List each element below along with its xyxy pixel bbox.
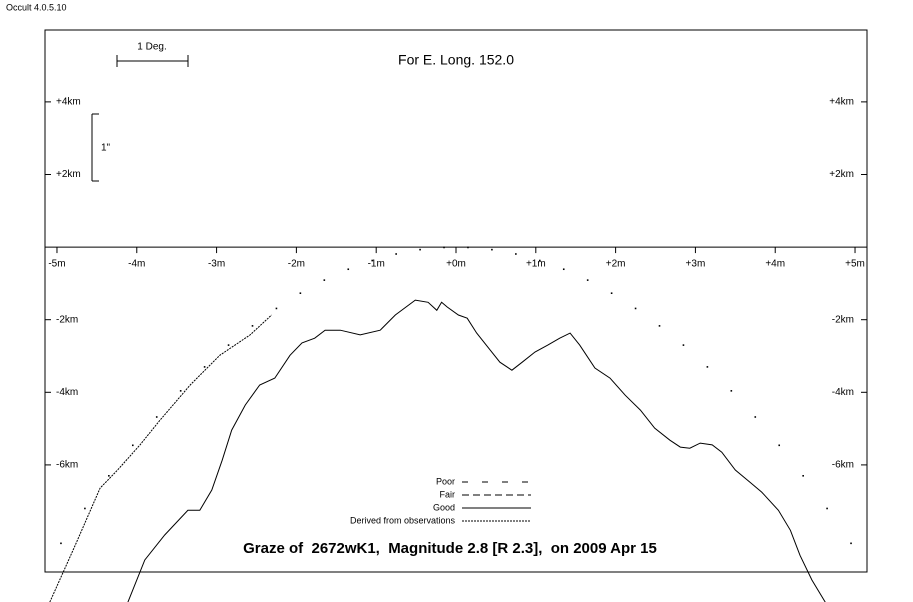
legend-label: Poor (436, 476, 455, 486)
x-tick-label: +5m (845, 259, 865, 270)
limit-dot (515, 253, 517, 255)
limit-dot (682, 344, 685, 346)
scale-y-label: 1" (101, 143, 111, 154)
limit-dot (179, 390, 182, 392)
y-tick-label-right: -6km (832, 460, 854, 471)
x-tick-label: -4m (128, 259, 145, 270)
profile-line (49, 314, 272, 602)
limit-dot (108, 474, 110, 477)
limit-dot (826, 507, 828, 510)
chart-title: Graze of 2672wK1, Magnitude 2.8 [R 2.3],… (243, 540, 657, 557)
limit-dot (395, 253, 397, 255)
scale-x-label: 1 Deg. (137, 42, 166, 53)
x-tick-label: +4m (765, 259, 785, 270)
x-tick-label: +3m (686, 259, 706, 270)
limit-dot (586, 279, 589, 281)
y-tick-label-right: -2km (832, 314, 854, 325)
x-tick-label: -5m (48, 259, 65, 270)
y-tick-label-left: -4km (56, 387, 78, 398)
limit-dot (275, 307, 278, 310)
y-tick-label-left: +2km (56, 169, 81, 180)
subtitle: For E. Long. 152.0 (398, 52, 514, 68)
limit-dot (634, 307, 637, 310)
x-tick-label: -2m (288, 259, 305, 270)
x-tick-label: +0m (446, 259, 466, 270)
plot-frame (44, 29, 868, 573)
limit-dot (203, 366, 206, 368)
limit-dot (347, 268, 350, 271)
limit-dot (562, 268, 565, 271)
x-tick-label: -1m (368, 259, 385, 270)
limit-dot (155, 416, 158, 418)
limit-dot (299, 292, 302, 294)
limit-dot (131, 444, 134, 447)
limit-dot (491, 248, 493, 251)
legend-label: Good (433, 502, 455, 512)
limit-dot (60, 542, 62, 545)
limit-dot (467, 246, 469, 249)
app-label: Occult 4.0.5.10 (6, 2, 67, 12)
profile-line (127, 299, 826, 602)
x-tick-label: +2m (606, 259, 626, 270)
legend-label: Derived from observations (350, 515, 456, 525)
limit-dot (538, 259, 541, 262)
limit-dot (227, 344, 230, 346)
limit-dot (778, 444, 781, 447)
scale-bar-x (116, 55, 189, 67)
x-tick-label: +1m (526, 259, 546, 270)
limit-dot (658, 325, 661, 327)
y-tick-label-right: +4km (829, 97, 854, 108)
limit-dot (251, 325, 254, 327)
legend-label: Fair (440, 489, 456, 499)
y-tick-label-left: +4km (56, 97, 81, 108)
y-tick-label-right: -4km (832, 387, 854, 398)
limit-dot (802, 474, 804, 477)
y-tick-label-right: +2km (829, 169, 854, 180)
limit-dot (754, 416, 757, 418)
y-tick-label-left: -2km (56, 314, 78, 325)
limit-dot (610, 292, 613, 294)
limit-dot (323, 279, 326, 281)
scale-bar-y (91, 113, 99, 182)
limit-dot (850, 542, 852, 545)
y-tick-label-left: -6km (56, 460, 78, 471)
x-tick-label: -3m (208, 259, 225, 270)
limit-dot (84, 507, 86, 510)
limit-dot (706, 366, 709, 368)
limit-dot (371, 259, 374, 262)
limit-dot (419, 248, 421, 251)
limit-dot (730, 390, 733, 392)
limit-dot (443, 246, 445, 249)
